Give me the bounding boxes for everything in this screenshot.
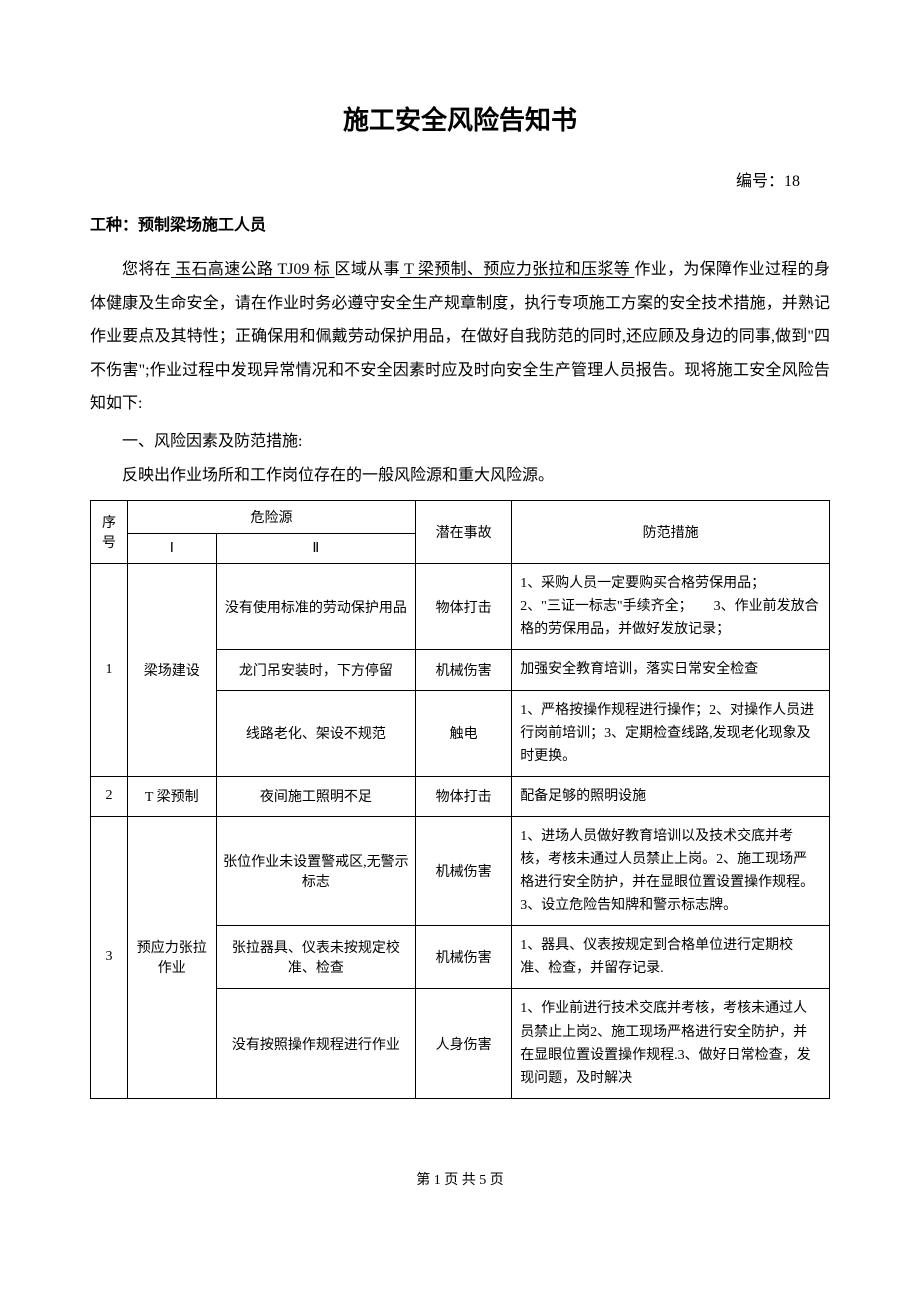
page-footer: 第 1 页 共 5 页 xyxy=(90,1169,830,1189)
document-title: 施工安全风险告知书 xyxy=(90,100,830,137)
cell-cat-ii: 张拉器具、仪表未按规定校准、检查 xyxy=(216,926,416,989)
cell-measure: 配备足够的照明设施 xyxy=(512,776,830,816)
cell-accident: 机械伤害 xyxy=(416,926,512,989)
cell-measure: 1、采购人员一定要购买合格劳保用品； 2、"三证一标志"手续齐全； 3、作业前发… xyxy=(512,564,830,650)
header-hazard-i: Ⅰ xyxy=(127,534,216,564)
cell-seq: 2 xyxy=(91,776,128,816)
cell-cat-i: T 梁预制 xyxy=(127,776,216,816)
cell-cat-ii: 夜间施工照明不足 xyxy=(216,776,416,816)
cell-measure: 1、进场人员做好教育培训以及技术交底并考核，考核未通过人员禁止上岗。2、施工现场… xyxy=(512,816,830,925)
cell-accident: 物体打击 xyxy=(416,564,512,650)
risk-table: 序号 危险源 潜在事故 防范措施 Ⅰ Ⅱ 1 梁场建设 没有使用标准的劳动保护用… xyxy=(90,500,830,1099)
cell-seq: 3 xyxy=(91,816,128,1098)
header-seq: 序号 xyxy=(91,501,128,564)
document-number: 编号：18 xyxy=(90,167,830,191)
table-row: 2 T 梁预制 夜间施工照明不足 物体打击 配备足够的照明设施 xyxy=(91,776,830,816)
section-one-description: 反映出作业场所和工作岗位存在的一般风险源和重大风险源。 xyxy=(90,459,830,493)
job-type-label: 工种：预制梁场施工人员 xyxy=(90,211,830,235)
cell-accident: 机械伤害 xyxy=(416,650,512,690)
para-text-3: 作业，为保障作业过程的身体健康及生命安全，请在作业时务必遵守安全生产规章制度，执… xyxy=(90,261,830,412)
cell-cat-i: 梁场建设 xyxy=(127,564,216,777)
cell-cat-ii: 没有使用标准的劳动保护用品 xyxy=(216,564,416,650)
cell-cat-ii: 龙门吊安装时，下方停留 xyxy=(216,650,416,690)
project-section-underline: 玉石高速公路 TJ09 标 xyxy=(171,261,335,278)
cell-accident: 触电 xyxy=(416,690,512,776)
cell-cat-ii: 张位作业未设置警戒区,无警示标志 xyxy=(216,816,416,925)
table-row: 3 预应力张拉作业 张位作业未设置警戒区,无警示标志 机械伤害 1、进场人员做好… xyxy=(91,816,830,925)
para-text-2: 区域从事 xyxy=(335,261,400,278)
intro-paragraph: 您将在 玉石高速公路 TJ09 标 区域从事 T 梁预制、预应力张拉和压浆等 作… xyxy=(90,253,830,421)
cell-accident: 人身伤害 xyxy=(416,989,512,1098)
cell-cat-ii: 线路老化、架设不规范 xyxy=(216,690,416,776)
cell-measure: 加强安全教育培训，落实日常安全检查 xyxy=(512,650,830,690)
cell-seq: 1 xyxy=(91,564,128,777)
cell-accident: 物体打击 xyxy=(416,776,512,816)
cell-measure: 1、作业前进行技术交底并考核，考核未通过人员禁止上岗2、施工现场严格进行安全防护… xyxy=(512,989,830,1098)
section-one-heading: 一、风险因素及防范措施: xyxy=(90,425,830,459)
cell-cat-ii: 没有按照操作规程进行作业 xyxy=(216,989,416,1098)
table-row: 1 梁场建设 没有使用标准的劳动保护用品 物体打击 1、采购人员一定要购买合格劳… xyxy=(91,564,830,650)
header-measure: 防范措施 xyxy=(512,501,830,564)
header-accident: 潜在事故 xyxy=(416,501,512,564)
header-hazard: 危险源 xyxy=(127,501,415,534)
cell-measure: 1、器具、仪表按规定到合格单位进行定期校准、检查，并留存记录. xyxy=(512,926,830,989)
cell-cat-i: 预应力张拉作业 xyxy=(127,816,216,1098)
cell-accident: 机械伤害 xyxy=(416,816,512,925)
para-text-1: 您将在 xyxy=(122,261,171,278)
work-type-underline: T 梁预制、预应力张拉和压浆等 xyxy=(400,261,635,278)
header-hazard-ii: Ⅱ xyxy=(216,534,416,564)
cell-measure: 1、严格按操作规程进行操作；2、对操作人员进行岗前培训；3、定期检查线路,发现老… xyxy=(512,690,830,776)
